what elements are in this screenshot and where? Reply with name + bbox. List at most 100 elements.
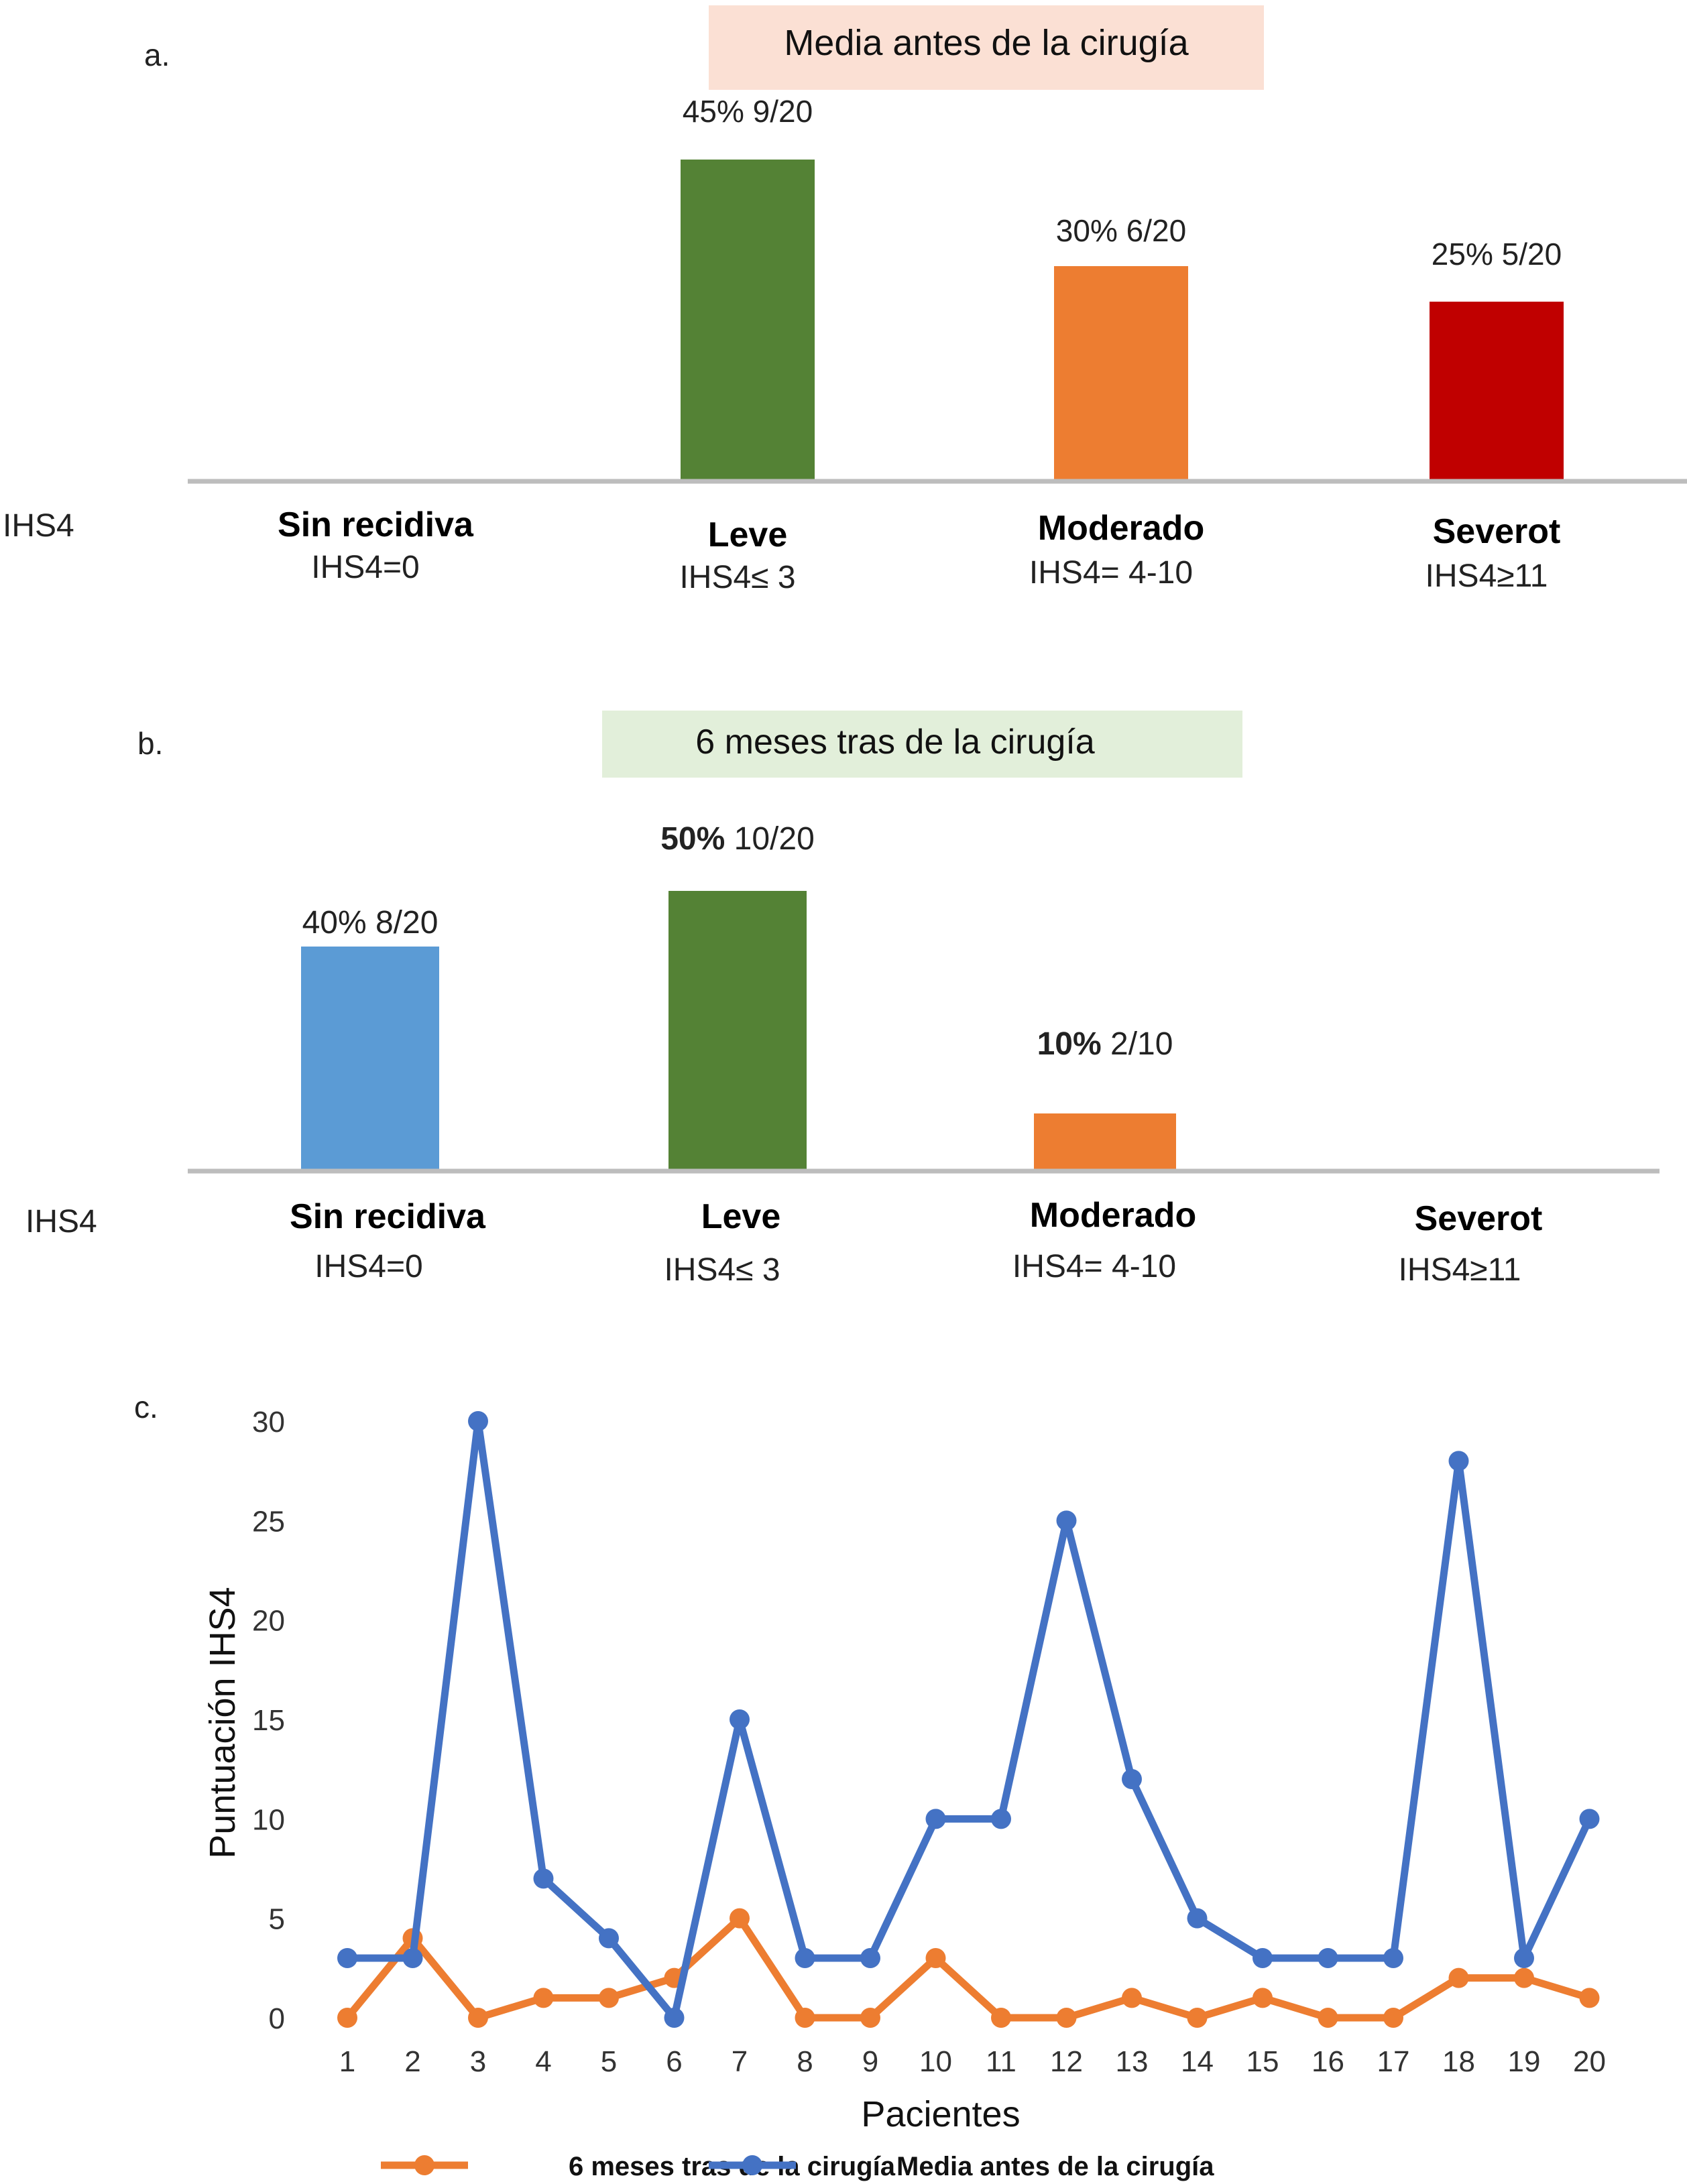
panel-a-bars: 45% 9/20 30% 6/20 25% 5/20: [681, 94, 1564, 479]
category-range-moderado: IHS4= 4-10: [1012, 1249, 1176, 1284]
category-name-sin-recidiva: Sin recidiva: [278, 505, 474, 544]
point-media-antes-de-la-cirug-a-13: [1122, 1769, 1142, 1789]
point-6-meses-tras-de-la-cirug-a-18: [1448, 1967, 1469, 1988]
bar-label-moderado: 10% 2/10: [1037, 1026, 1173, 1062]
y-tick-15: 15: [252, 1704, 285, 1737]
point-6-meses-tras-de-la-cirug-a-4: [533, 1988, 554, 2008]
point-6-meses-tras-de-la-cirug-a-5: [599, 1988, 619, 2008]
point-media-antes-de-la-cirug-a-11: [991, 1809, 1011, 1829]
series-6-meses-tras-de-la-cirug-a: [337, 1908, 1600, 2028]
panel-a-title: Media antes de la cirugía: [784, 23, 1189, 63]
point-media-antes-de-la-cirug-a-1: [337, 1948, 357, 1968]
bar-label-leve: 45% 9/20: [683, 94, 813, 129]
point-media-antes-de-la-cirug-a-5: [599, 1928, 619, 1949]
point-media-antes-de-la-cirug-a-15: [1253, 1948, 1273, 1968]
x-tick-19: 19: [1508, 2045, 1541, 2078]
x-tick-5: 5: [601, 2045, 617, 2078]
bar-label-sin-recidiva: 40% 8/20: [302, 905, 439, 941]
series-media-antes-de-la-cirug-a: [337, 1411, 1600, 2028]
bar-severot: [1430, 302, 1564, 479]
panel-b-bars: 40% 8/20 50% 10/20 10% 2/10: [301, 821, 1176, 1169]
x-tick-9: 9: [862, 2045, 878, 2078]
category-range-severot: IHS4≥11: [1399, 1252, 1521, 1288]
panel-a-row-label: IHS4: [3, 508, 74, 544]
y-tick-25: 25: [252, 1505, 285, 1538]
point-6-meses-tras-de-la-cirug-a-20: [1579, 1988, 1600, 2008]
point-6-meses-tras-de-la-cirug-a-12: [1056, 2008, 1077, 2028]
point-media-antes-de-la-cirug-a-7: [730, 1709, 750, 1730]
series-line-6-meses-tras-de-la-cirug-a: [344, 1915, 1591, 2022]
point-6-meses-tras-de-la-cirug-a-14: [1187, 2008, 1208, 2028]
category-range-leve: IHS4≤ 3: [679, 560, 795, 595]
point-6-meses-tras-de-la-cirug-a-10: [925, 1948, 946, 1968]
point-6-meses-tras-de-la-cirug-a-1: [337, 2008, 357, 2028]
legend-marker-6-meses-tras-de-la-cirug-a: [414, 2155, 434, 2175]
point-6-meses-tras-de-la-cirug-a-9: [860, 2008, 880, 2028]
point-media-antes-de-la-cirug-a-19: [1514, 1948, 1534, 1968]
x-tick-7: 7: [732, 2045, 748, 2078]
panel-c-letter: c.: [134, 1390, 158, 1424]
line-chart-y-ticks: 0 5 10 15 20 25 30: [252, 1406, 285, 2035]
point-media-antes-de-la-cirug-a-2: [402, 1948, 423, 1968]
category-range-sin-recidiva: IHS4=0: [311, 550, 419, 585]
legend-label-media-antes-de-la-cirug-a: Media antes de la cirugía: [896, 2152, 1214, 2181]
point-media-antes-de-la-cirug-a-4: [533, 1868, 554, 1889]
y-tick-30: 30: [252, 1406, 285, 1439]
x-tick-15: 15: [1246, 2045, 1279, 2078]
point-media-antes-de-la-cirug-a-8: [795, 1948, 815, 1968]
bar-label-leve: 50% 10/20: [660, 821, 815, 857]
category-name-leve: Leve: [708, 515, 788, 554]
point-media-antes-de-la-cirug-a-16: [1318, 1948, 1338, 1968]
point-6-meses-tras-de-la-cirug-a-15: [1253, 1988, 1273, 2008]
panel-a-letter: a.: [144, 38, 170, 72]
panel-b-title-box: [602, 711, 1242, 778]
point-6-meses-tras-de-la-cirug-a-16: [1318, 2008, 1338, 2028]
bar-leve: [681, 160, 815, 479]
x-tick-17: 17: [1377, 2045, 1410, 2078]
x-tick-14: 14: [1181, 2045, 1214, 2078]
x-tick-16: 16: [1312, 2045, 1344, 2078]
category-name-moderado: Moderado: [1038, 509, 1204, 548]
x-tick-8: 8: [797, 2045, 813, 2078]
category-name-leve: Leve: [701, 1197, 781, 1236]
x-tick-1: 1: [339, 2045, 355, 2078]
point-media-antes-de-la-cirug-a-20: [1579, 1809, 1600, 1829]
category-range-leve: IHS4≤ 3: [664, 1252, 780, 1288]
x-tick-12: 12: [1050, 2045, 1083, 2078]
line-chart-y-axis-label: Puntuación IHS4: [202, 1587, 243, 1858]
point-6-meses-tras-de-la-cirug-a-8: [795, 2008, 815, 2028]
x-tick-11: 11: [986, 2045, 1016, 2078]
category-name-sin-recidiva: Sin recidiva: [290, 1197, 486, 1236]
bar-sin-recidiva: [301, 947, 439, 1169]
bar-moderado: [1034, 1113, 1176, 1169]
x-tick-4: 4: [535, 2045, 551, 2078]
category-range-severot: IHS4≥11: [1426, 558, 1548, 594]
point-media-antes-de-la-cirug-a-9: [860, 1948, 880, 1968]
category-name-moderado: Moderado: [1030, 1196, 1196, 1235]
panel-b-title: 6 meses tras de la cirugía: [695, 723, 1094, 762]
category-name-severot: Severot: [1433, 512, 1561, 551]
point-media-antes-de-la-cirug-a-10: [925, 1809, 946, 1829]
y-tick-10: 10: [252, 1803, 285, 1836]
y-tick-5: 5: [269, 1903, 285, 1936]
panel-b-category-labels: Sin recidiva IHS4=0 Leve IHS4≤ 3 Moderado IHS…: [290, 1196, 1542, 1288]
line-chart-series: [337, 1411, 1600, 2028]
point-media-antes-de-la-cirug-a-6: [664, 2008, 685, 2028]
category-name-severot: Severot: [1415, 1199, 1543, 1238]
x-tick-18: 18: [1442, 2045, 1475, 2078]
point-6-meses-tras-de-la-cirug-a-13: [1122, 1988, 1142, 2008]
point-6-meses-tras-de-la-cirug-a-7: [730, 1908, 750, 1929]
panel-a-category-labels: Sin recidiva IHS4=0 Leve IHS4≤ 3 Moderado IHS…: [278, 505, 1560, 595]
category-range-sin-recidiva: IHS4=0: [314, 1249, 422, 1284]
line-chart-x-axis-label: Pacientes: [861, 2094, 1020, 2134]
point-6-meses-tras-de-la-cirug-a-3: [468, 2008, 488, 2028]
point-media-antes-de-la-cirug-a-14: [1187, 1908, 1208, 1929]
panel-b-row-label: IHS4: [25, 1204, 97, 1239]
bar-moderado: [1054, 266, 1188, 479]
x-tick-2: 2: [404, 2045, 420, 2078]
bar-leve: [668, 891, 807, 1169]
point-6-meses-tras-de-la-cirug-a-17: [1383, 2008, 1403, 2028]
